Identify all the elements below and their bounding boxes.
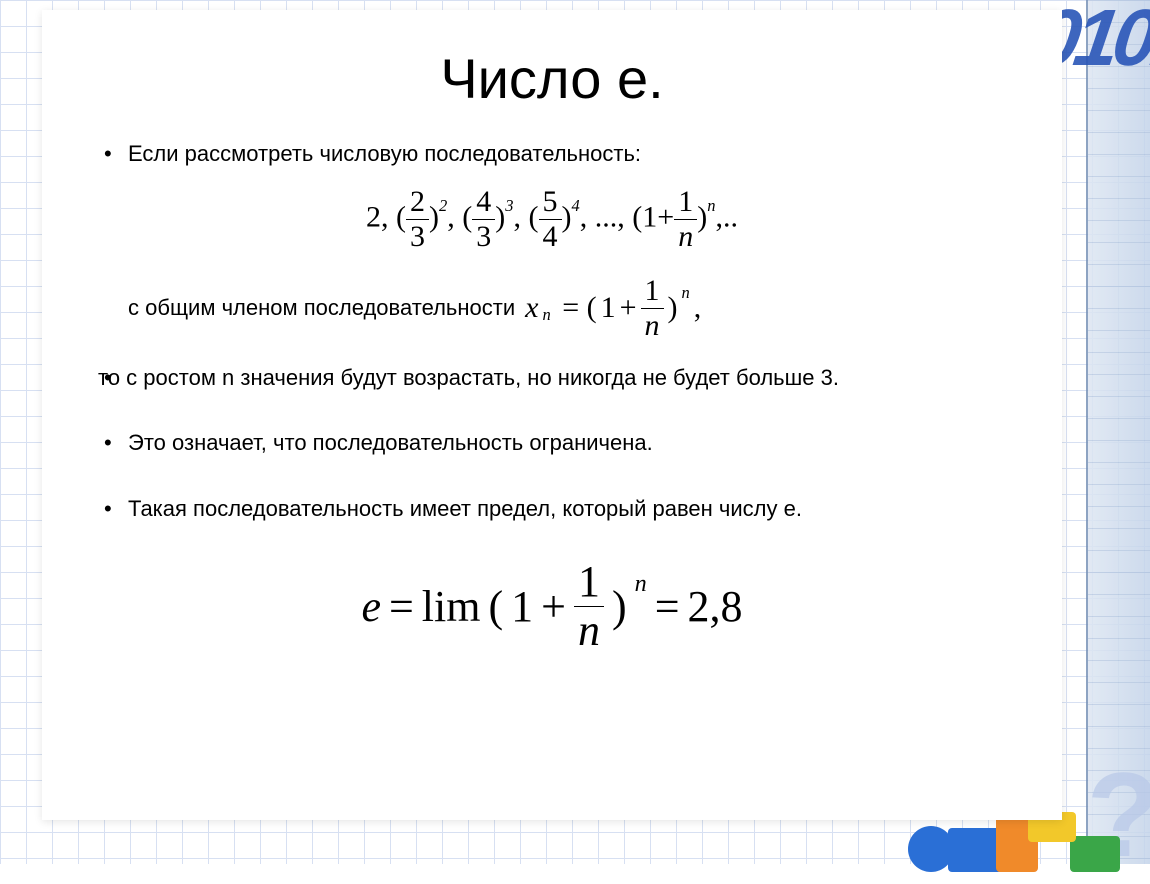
seq-term-n-frac: 1 n (674, 187, 697, 252)
math-limit-equation: e = lim (1 + 1 n )n = 2,8 (98, 560, 1006, 653)
gt-exp: n (682, 283, 690, 303)
lim-op: lim (422, 581, 481, 632)
general-term-lead: с общим членом последовательности (128, 295, 515, 321)
bullet-limit: Такая последовательность имеет предел, к… (98, 494, 1006, 524)
general-term-formula: xn = (1+ 1 n )n, (525, 276, 701, 341)
lim-frac: 1 n (574, 560, 604, 653)
slide-card: Число е. Если рассмотреть числовую после… (42, 10, 1062, 820)
lim-frac-num: 1 (574, 560, 604, 607)
seq-term-1: 2 (366, 200, 381, 233)
gt-frac-den: n (641, 309, 664, 341)
lim-value: 2,8 (688, 581, 743, 632)
gt-sub: n (542, 305, 550, 325)
seq-tail: ,.. (715, 200, 738, 233)
seq-ellipsis: ..., (595, 200, 625, 233)
lim-frac-den: n (574, 607, 604, 653)
gt-frac: 1 n (641, 276, 664, 341)
seq-t3-exp: 3 (505, 196, 513, 215)
seq-term-4-frac: 5 4 (539, 187, 562, 252)
seq-term-3-frac: 4 3 (472, 187, 495, 252)
bullet-bounded: Это означает, что последовательность огр… (98, 428, 1006, 458)
seq-term-2-frac: 2 3 (406, 187, 429, 252)
seq-tn-exp: n (707, 196, 715, 215)
general-term-line: с общим членом последовательности xn = (… (98, 276, 1006, 341)
lim-lhs: e (361, 581, 381, 632)
seq-t4-exp: 4 (572, 196, 580, 215)
seq-tn-num: 1 (674, 187, 697, 220)
seq-t3-num: 4 (472, 187, 495, 220)
bullet-growth: то с ростом n значения будут возрастать,… (98, 363, 1006, 393)
decor-block-green (1070, 836, 1120, 872)
bullet-growth-text: то с ростом n значения будут возрастать,… (98, 365, 839, 390)
seq-t4-num: 5 (539, 187, 562, 220)
math-sequence: 2, ( 2 3 )2, ( 4 3 )3, ( 5 4 )4, ..., (1… (98, 187, 1006, 252)
gt-tail: , (694, 291, 702, 325)
seq-t4-den: 4 (539, 220, 562, 252)
gt-frac-num: 1 (641, 276, 664, 309)
decor-block-blue (948, 828, 1002, 872)
slide-title: Число е. (98, 46, 1006, 111)
lim-one: 1 (511, 581, 533, 632)
ruler-right (1086, 0, 1150, 864)
bullet-intro: Если рассмотреть числовую последовательн… (98, 139, 1006, 169)
seq-t2-num: 2 (406, 187, 429, 220)
seq-tn-den: n (674, 220, 697, 252)
seq-t3-den: 3 (472, 220, 495, 252)
gt-one: 1 (601, 291, 616, 325)
lim-exp: n (635, 570, 647, 598)
gt-var: x (525, 291, 538, 325)
seq-t2-den: 3 (406, 220, 429, 252)
seq-t2-exp: 2 (439, 196, 447, 215)
